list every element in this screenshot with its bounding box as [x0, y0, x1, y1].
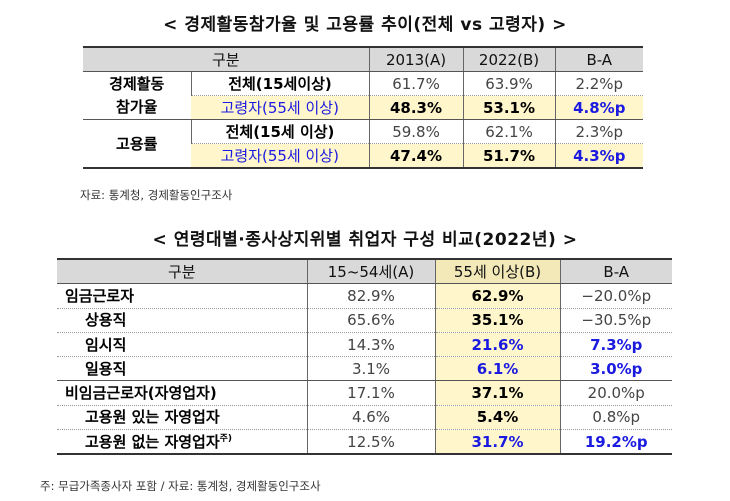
header-55plus: 55세 이상(B) [434, 259, 560, 285]
value-a: 3.1% [306, 356, 435, 382]
row-label: 상용직 [57, 308, 307, 333]
table1-source: 자료: 통계청, 경제활동인구조사 [80, 188, 233, 202]
table2-header-row: 구분 15~54세(A) 55세 이상(B) B-A [57, 259, 672, 285]
group-label-line2: 참가율 [116, 97, 158, 116]
value-a: 65.6% [306, 308, 435, 333]
row-label: 고용원 있는 자영업자 [57, 405, 307, 431]
value-b: 31.7% [434, 429, 560, 455]
value-diff: 19.2%p [559, 429, 672, 455]
table-row: 임금근로자 82.9% 62.9% −20.0%p [57, 283, 672, 309]
value-a: 12.5% [306, 429, 435, 455]
table2-source: 주: 무급가족종사자 포함 / 자료: 통계청, 경제활동인구조사 [40, 479, 321, 493]
row-label: 비임금근로자(자영업자) [57, 380, 307, 406]
value-b: 5.4% [434, 405, 560, 431]
header-category: 구분 [57, 259, 307, 285]
table-row: 고령자(55세 이상) 48.3% 53.1% 4.8%p [83, 95, 644, 120]
row-label-cell: 고용원 없는 자영업자주) [57, 430, 307, 455]
value-diff: 4.3%p [554, 143, 644, 168]
value-b: 51.7% [462, 143, 556, 168]
table-row: 경제활동 참가율 전체(15세이상) 61.7% 63.9% 2.2%p [83, 71, 644, 120]
value-diff: 2.2%p [554, 71, 644, 96]
value-b: 6.1% [434, 356, 560, 382]
row-label: 고령자(55세 이상) [191, 143, 370, 168]
value-diff: 7.3%p [559, 332, 672, 358]
value-diff: 3.0%p [559, 356, 672, 382]
value-diff: 20.0%p [559, 380, 672, 406]
table-row: 임시직 14.3% 21.6% 7.3%p [57, 332, 672, 358]
value-a: 14.3% [306, 332, 435, 358]
value-b: 35.1% [434, 308, 560, 333]
table-row: 고용원 없는 자영업자주) 12.5% 31.7% 19.2%p [57, 429, 672, 455]
header-15-54: 15~54세(A) [306, 259, 435, 285]
row-label: 임금근로자 [57, 283, 307, 309]
row-label: 전체(15세 이상) [190, 119, 370, 144]
row-label: 고령자(55세 이상) [191, 95, 370, 120]
table1-title: < 경제활동참가율 및 고용률 추이(전체 vs 고령자) > [163, 15, 567, 35]
group-label-employment: 고용률 [116, 134, 158, 153]
value-b: 21.6% [434, 332, 560, 358]
header-2022: 2022(B) [462, 47, 556, 72]
value-a: 61.7% [368, 71, 464, 96]
value-a: 59.8% [368, 119, 464, 144]
value-b: 63.9% [462, 71, 556, 96]
value-diff: 2.3%p [554, 119, 644, 144]
row-label: 임시직 [57, 332, 307, 358]
value-b: 37.1% [434, 380, 560, 406]
table1-header-row: 구분 2013(A) 2022(B) B-A [83, 47, 644, 72]
table-row: 고용률 전체(15세 이상) 59.8% 62.1% 2.3%p [83, 119, 644, 153]
table-row: 상용직 65.6% 35.1% −30.5%p [57, 308, 672, 333]
row-label: 고용원 없는 자영업자 [85, 432, 220, 451]
table-row: 고령자(55세 이상) 47.4% 51.7% 4.3%p [83, 143, 644, 168]
employment-composition-table: 구분 15~54세(A) 55세 이상(B) B-A 임금근로자 82.9% 6… [57, 258, 672, 456]
participation-table: 구분 2013(A) 2022(B) B-A 경제활동 참가율 전체(15세이상… [83, 46, 644, 169]
footnote-mark: 주) [219, 433, 233, 444]
value-a: 17.1% [306, 380, 435, 406]
table2-title: < 연령대별·종사상지위별 취업자 구성 비교(2022년) > [152, 230, 578, 250]
value-b: 62.9% [434, 283, 560, 309]
row-label: 전체(15세이상) [190, 71, 370, 96]
value-diff: 0.8%p [559, 405, 672, 431]
header-diff: B-A [559, 259, 672, 285]
group-label-line1: 경제활동 [109, 74, 165, 93]
value-b: 53.1% [462, 95, 556, 120]
table-row: 일용직 3.1% 6.1% 3.0%p [57, 356, 672, 382]
value-a: 82.9% [306, 283, 435, 309]
value-a: 47.4% [368, 143, 464, 168]
value-a: 4.6% [306, 405, 435, 431]
table-row: 고용원 있는 자영업자 4.6% 5.4% 0.8%p [57, 405, 672, 431]
table-row: 비임금근로자(자영업자) 17.1% 37.1% 20.0%p [57, 380, 672, 406]
header-2013: 2013(A) [368, 47, 464, 72]
value-a: 48.3% [368, 95, 464, 120]
value-diff: −20.0%p [559, 283, 672, 309]
value-diff: −30.5%p [559, 308, 672, 333]
header-category: 구분 [83, 47, 370, 72]
row-label: 일용직 [57, 356, 307, 382]
value-diff: 4.8%p [554, 95, 644, 120]
header-diff: B-A [554, 47, 644, 72]
group-label-participation: 경제활동 참가율 [83, 71, 191, 120]
value-b: 62.1% [462, 119, 556, 144]
